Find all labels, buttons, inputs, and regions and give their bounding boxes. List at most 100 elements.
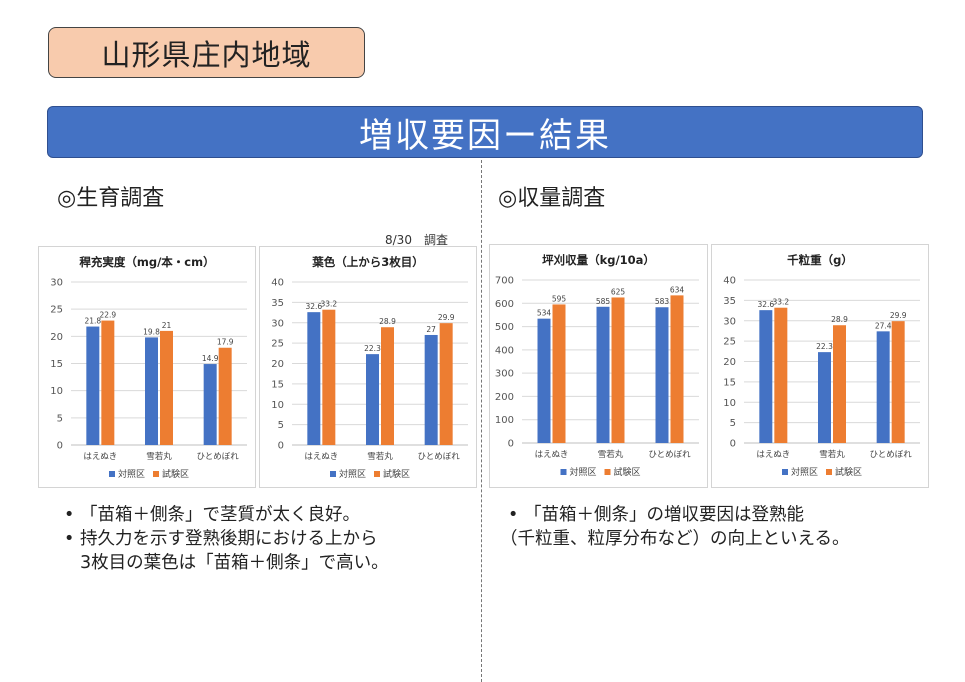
right-bullet-1: • 「苗箱＋側条」の増収要因は登熟能 [508,505,804,525]
y-tick-label: 10 [50,386,63,397]
chart-title: 千粒重（g） [787,253,853,267]
bar-test [101,320,115,445]
data-label: 27 [426,325,436,334]
banner-title: 増収要因ー結果 [47,106,923,158]
bar-test [381,327,394,445]
bar-control [818,352,831,443]
data-label: 534 [537,309,552,318]
y-tick-label: 40 [271,278,284,289]
growth-survey-heading: ◎生育調査 [57,186,165,211]
y-tick-label: 5 [730,418,736,429]
y-tick-label: 30 [723,316,736,327]
category-label: はえぬき [535,450,569,460]
y-tick-label: 0 [278,441,284,452]
bar-test [439,323,453,445]
bar-test [774,307,788,443]
y-tick-label: 5 [57,413,63,424]
bar-test [611,297,625,443]
category-label: ひとめぼれ [870,450,913,460]
bar-control [366,354,379,445]
y-tick-label: 20 [50,332,63,343]
data-label: 22.3 [816,342,833,351]
chart-yield: 坪刈収量（kg/10a） 0 100 200 300 400 500 600 700 534 595… [489,244,708,488]
legend-label: 試験区 [835,466,862,478]
legend-label: 試験区 [614,466,641,478]
legend-label: 対照区 [339,468,366,480]
legend-label: 対照区 [791,466,818,478]
data-label: 21 [162,321,172,330]
y-tick-label: 10 [271,400,284,411]
category-label: 雪若丸 [598,449,624,460]
category-label: 雪若丸 [146,451,172,462]
y-tick-label: 100 [495,415,514,426]
legend-label: 試験区 [383,468,410,480]
legend-label: 対照区 [118,468,145,480]
chart-grain-weight: 千粒重（g） 0 5 10 15 20 25 30 35 40 32.6 33.2 はえぬき 22.3 28… [711,244,929,488]
chart-title: 稈充実度（mg/本・cm） [79,255,214,269]
y-tick-label: 5 [278,420,284,431]
bar-test [160,330,173,445]
chart-title: 坪刈収量（kg/10a） [542,253,655,267]
bar-control [307,312,321,445]
y-tick-label: 0 [730,439,736,450]
bar-control [876,331,890,443]
y-tick-label: 400 [495,345,514,356]
bar-control [655,307,669,443]
bar-control [537,318,551,443]
y-tick-label: 25 [271,339,284,350]
legend-swatch [109,471,115,477]
y-tick-label: 20 [723,357,736,368]
bar-control [86,326,100,445]
chart-culm-fullness: 稈充実度（mg/本・cm） 0 5 10 15 20 25 30 21.8 22.9 はえぬき 19.… [38,246,256,488]
y-tick-label: 15 [723,377,736,388]
data-label: 585 [596,297,611,306]
bar-control [203,364,217,445]
y-tick-label: 500 [495,322,514,333]
data-label: 28.9 [831,315,848,324]
data-label: 14.9 [202,354,219,363]
data-label: 27.4 [875,321,892,330]
chart-leaf-color: 葉色（上から3枚目） 0 5 10 15 20 25 30 35 40 32.6 33.2 はえぬき 22… [259,246,477,488]
legend-swatch [374,471,380,477]
data-label: 29.9 [438,313,455,322]
data-label: 595 [552,294,567,303]
y-tick-label: 0 [508,439,514,450]
category-label: はえぬき [83,452,117,462]
legend-swatch [153,471,159,477]
legend-swatch [560,469,567,475]
yield-survey-heading: ◎収量調査 [498,186,606,211]
y-tick-label: 30 [50,278,63,289]
y-tick-label: 0 [57,441,63,452]
data-label: 17.9 [217,338,234,347]
category-label: はえぬき [756,450,790,460]
y-tick-label: 20 [271,359,284,370]
data-label: 634 [670,285,685,294]
legend-swatch [330,471,336,477]
category-label: 雪若丸 [819,449,845,460]
bar-test [218,347,232,445]
y-tick-label: 200 [495,392,514,403]
category-label: ひとめぼれ [418,452,461,462]
y-tick-label: 35 [723,296,736,307]
data-label: 625 [611,287,626,296]
y-tick-label: 25 [50,305,63,316]
section-divider [481,160,482,682]
data-label: 28.9 [379,317,396,326]
y-tick-label: 30 [271,318,284,329]
bar-control [759,310,773,443]
category-label: ひとめぼれ [648,450,691,460]
data-label: 22.9 [99,311,116,320]
right-bullet-list: • 「苗箱＋側条」の増収要因は登熟能 （千粒重、粒厚分布など）の向上といえる。 [500,503,849,551]
region-title: 山形県庄内地域 [48,27,365,78]
data-label: 22.3 [364,344,381,353]
y-tick-label: 35 [271,298,284,309]
bar-test [833,325,846,443]
bar-test [322,309,336,445]
data-label: 29.9 [890,311,907,320]
y-tick-label: 600 [495,299,514,310]
y-tick-label: 15 [50,359,63,370]
legend-label: 試験区 [162,468,189,480]
y-tick-label: 300 [495,369,514,380]
data-label: 32.6 [757,300,774,309]
data-label: 32.6 [305,302,322,311]
